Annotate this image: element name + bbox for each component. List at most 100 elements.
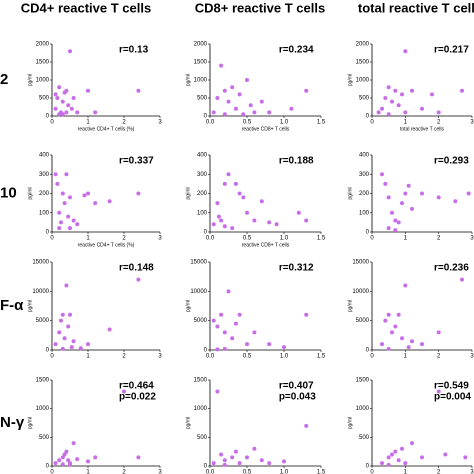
y-tick-label: 300	[197, 172, 208, 178]
point	[245, 210, 249, 215]
point	[252, 110, 257, 115]
point	[60, 191, 65, 196]
y-tick-label: 1500	[36, 60, 50, 66]
point	[245, 342, 249, 347]
point	[386, 226, 391, 231]
point	[267, 110, 272, 115]
point	[282, 345, 286, 350]
y-tick-label: 1000	[36, 406, 50, 412]
point	[383, 96, 388, 100]
point	[57, 85, 62, 90]
y-tick-label: 0	[366, 114, 370, 120]
point	[219, 218, 224, 223]
point	[57, 210, 62, 215]
point	[233, 449, 238, 454]
point	[420, 342, 424, 347]
point	[248, 103, 253, 108]
x-tick-label: 0.0	[206, 470, 215, 474]
y-axis-label: pg/ml	[27, 300, 33, 312]
x-tick-label: 0	[370, 120, 374, 126]
y-axis-label: pg/ml	[185, 187, 191, 199]
point	[296, 210, 301, 215]
y-tick-label: 5000	[356, 318, 370, 324]
point	[259, 458, 264, 463]
point	[460, 88, 464, 93]
annotation: p=0.022	[119, 392, 156, 403]
point	[386, 455, 391, 460]
point	[60, 312, 65, 317]
point	[390, 452, 394, 457]
point	[66, 103, 71, 108]
x-tick-label: 1	[86, 354, 90, 360]
x-tick-label: 2	[122, 120, 126, 126]
point	[386, 195, 391, 200]
x-tick-label: 0	[370, 354, 374, 360]
x-tick-label: 3	[158, 120, 162, 126]
point	[60, 462, 65, 467]
point	[62, 452, 67, 457]
y-tick-label: 1000	[36, 78, 50, 84]
y-tick-label: 100	[359, 210, 370, 216]
point	[304, 423, 309, 428]
annotation: r=0.312	[279, 263, 314, 274]
y-tick-label: 1500	[356, 378, 370, 384]
point	[259, 99, 264, 104]
point	[237, 461, 242, 466]
y-tick-label: 400	[359, 153, 370, 159]
y-axis-label: pg/ml	[27, 417, 33, 429]
x-tick-label: 1.5	[317, 354, 326, 360]
x-axis-label: reactive CD8+ T cells	[242, 126, 290, 132]
point	[304, 218, 309, 223]
x-tick-label: 3	[470, 236, 474, 242]
x-axis-label: reactive CD8+ T cells	[242, 242, 290, 248]
point	[386, 346, 391, 351]
point	[60, 99, 65, 104]
point	[460, 277, 464, 282]
point	[64, 172, 69, 177]
point	[55, 96, 60, 100]
y-axis-label: pg/ml	[185, 300, 191, 312]
y-tick-label: 100	[39, 210, 50, 216]
x-tick-label: 0	[370, 236, 374, 242]
point	[241, 112, 246, 117]
point	[86, 191, 90, 196]
point	[230, 336, 235, 341]
point	[66, 214, 71, 219]
point	[252, 330, 257, 335]
point	[463, 455, 468, 460]
y-tick-label: 300	[359, 172, 370, 178]
x-tick-label: 2	[122, 470, 126, 474]
y-tick-label: 1500	[356, 60, 370, 66]
x-tick-label: 1.5	[317, 120, 326, 126]
annotation: r=0.464	[119, 381, 154, 392]
point	[222, 330, 227, 335]
point	[69, 345, 74, 350]
point	[222, 112, 227, 117]
point	[383, 181, 388, 186]
y-tick-label: 0	[204, 230, 208, 236]
y-tick-label: 0	[366, 348, 370, 354]
x-tick-label: 1.0	[280, 470, 289, 474]
y-tick-label: 200	[39, 191, 50, 197]
x-tick-label: 1.5	[317, 236, 326, 242]
point	[64, 449, 69, 454]
x-tick-label: 1.5	[317, 470, 326, 474]
point	[386, 312, 391, 317]
y-tick-label: 1000	[194, 78, 208, 84]
annotation: r=0.148	[119, 263, 154, 274]
x-tick-label: 0.5	[243, 470, 252, 474]
point	[406, 345, 411, 350]
point	[403, 461, 408, 466]
y-axis-label: pg/ml	[347, 74, 353, 86]
point	[245, 78, 249, 82]
y-tick-label: 200	[359, 191, 370, 197]
y-tick-label: 0	[366, 230, 370, 236]
point	[60, 112, 65, 117]
x-tick-label: 1	[404, 236, 408, 242]
column-header: CD8+ reactive T cells	[195, 0, 325, 15]
point	[55, 181, 60, 186]
point	[226, 289, 231, 294]
annotation: r=0.407	[279, 381, 314, 392]
point	[410, 339, 414, 344]
